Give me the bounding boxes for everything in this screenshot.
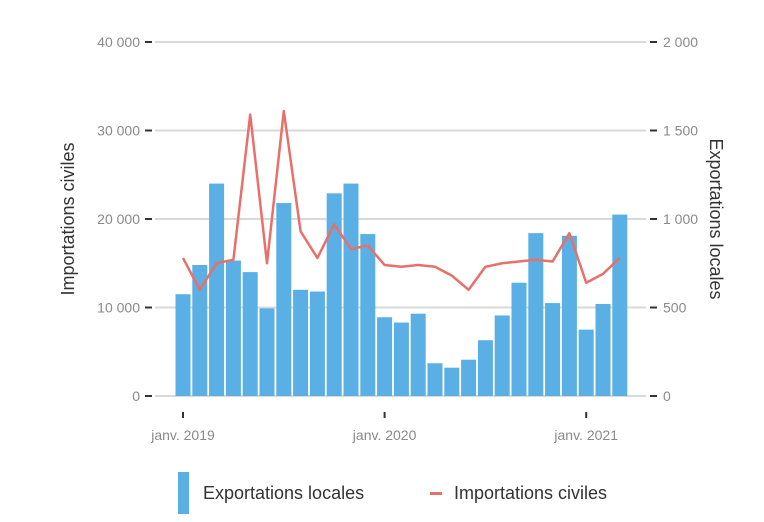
right-tick-label: 0	[663, 388, 671, 404]
bar	[393, 322, 409, 396]
bar	[477, 340, 493, 396]
bar	[427, 363, 443, 396]
right-tick-label: 1 500	[663, 123, 698, 139]
left-tick-label: 40 000	[97, 34, 140, 50]
bar	[360, 234, 376, 396]
bar	[242, 272, 258, 396]
left-tick-label: 10 000	[97, 300, 140, 316]
left-axis: 0 10 000 20 000 30 000 40 000	[97, 34, 152, 404]
legend-item-importations: Importations civiles	[430, 483, 607, 504]
right-tick-label: 500	[663, 300, 687, 316]
legend-label: Exportations locales	[203, 482, 365, 503]
bar	[461, 359, 477, 396]
legend-item-exportations: Exportations locales	[178, 472, 364, 514]
left-tick-label: 0	[132, 388, 140, 404]
bar	[612, 214, 628, 396]
bar-series-exportations-locales	[175, 183, 628, 396]
right-tick-label: 1 000	[663, 211, 698, 227]
chart: 0 10 000 20 000 30 000 40 000 0 500 1 000 1 500…	[58, 34, 726, 443]
right-axis-title: Exportations locales	[706, 138, 726, 299]
bar-swatch-icon	[178, 472, 189, 514]
bar	[528, 233, 544, 396]
left-tick-label: 30 000	[97, 123, 140, 139]
line-swatch-icon	[430, 492, 442, 495]
line-series-importations-civiles	[181, 109, 621, 292]
bar	[175, 294, 191, 396]
bar	[511, 282, 527, 396]
left-tick-label: 20 000	[97, 211, 140, 227]
bar	[309, 291, 325, 396]
x-tick-label: janv. 2019	[150, 427, 215, 443]
bar	[377, 317, 393, 396]
left-axis-title: Importations civiles	[58, 142, 78, 295]
x-axis: janv. 2019 janv. 2020 janv. 2021	[150, 412, 618, 443]
bar	[410, 313, 426, 396]
x-tick-label: janv. 2020	[352, 427, 417, 443]
bar	[444, 367, 460, 396]
legend-label: Importations civiles	[454, 483, 608, 503]
right-tick-label: 2 000	[663, 34, 698, 50]
bar	[209, 183, 225, 396]
bar	[545, 303, 561, 396]
bar	[293, 289, 309, 396]
bar	[192, 265, 208, 396]
bar	[276, 203, 292, 396]
bar	[259, 308, 275, 396]
bar	[494, 315, 510, 396]
line-path	[181, 109, 621, 292]
bar	[326, 193, 342, 396]
x-tick-label: janv. 2021	[553, 427, 618, 443]
bar	[578, 329, 594, 396]
bar	[561, 235, 577, 396]
legend: Exportations locales Importations civile…	[0, 468, 764, 518]
bar	[343, 183, 359, 396]
bar	[225, 260, 241, 396]
bar	[595, 303, 611, 396]
right-axis: 0 500 1 000 1 500 2 000	[650, 34, 698, 404]
